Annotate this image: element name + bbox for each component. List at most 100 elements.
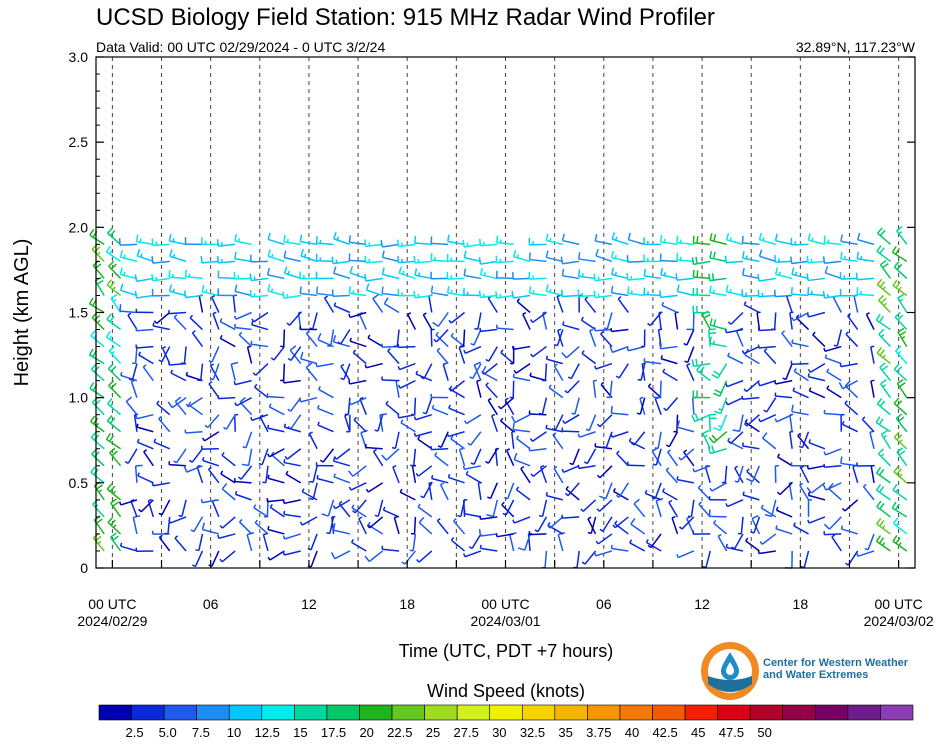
wind-barb-flag — [893, 261, 900, 268]
wind-barb-shaft — [251, 324, 269, 331]
wind-barb-shaft — [372, 298, 384, 313]
wind-barb-shaft — [676, 414, 679, 432]
wind-barb-flag — [708, 273, 711, 281]
y-tick-label: 2.5 — [69, 134, 89, 150]
x-tick-label: 00 UTC — [481, 596, 529, 612]
wind-barb-flag — [877, 448, 884, 455]
wind-barb — [299, 271, 318, 280]
wind-barb-half-flag — [112, 524, 117, 529]
wind-barb-shaft — [414, 242, 432, 246]
wind-barb — [708, 273, 727, 282]
wind-barb-shaft — [477, 312, 482, 330]
wind-barb-flag — [840, 456, 843, 464]
wind-barb — [143, 449, 154, 467]
wind-barb-half-flag — [415, 370, 419, 375]
wind-barb-shaft — [269, 506, 285, 518]
wind-barb — [266, 498, 285, 503]
wind-barb-shaft — [211, 550, 220, 567]
wind-barb-shaft — [867, 533, 875, 551]
wind-barb-half-flag — [468, 546, 473, 550]
wind-barb-shaft — [398, 243, 416, 248]
wind-barb — [349, 337, 367, 348]
wind-barb-flag — [702, 429, 710, 435]
wind-barb-half-flag — [470, 342, 475, 346]
wind-barb-shaft — [134, 465, 138, 483]
wind-barb-shaft — [120, 545, 138, 552]
wind-barb-flag — [349, 266, 354, 274]
wind-barb-shaft — [369, 516, 384, 529]
wind-barb-shaft — [327, 499, 335, 517]
wind-barb-shaft — [759, 255, 776, 263]
wind-barb — [381, 376, 400, 382]
wind-barb-shaft — [333, 476, 351, 484]
wind-barb-shaft — [329, 329, 335, 347]
wind-barb-flag — [413, 255, 416, 263]
wind-barb — [713, 397, 728, 415]
wind-barb-half-flag — [366, 524, 371, 529]
wind-barb-flag — [897, 293, 905, 299]
wind-barb — [592, 379, 597, 398]
wind-barb-flag — [758, 249, 763, 257]
wind-barb-flag — [267, 267, 270, 276]
wind-barb — [142, 364, 154, 382]
wind-barb — [777, 453, 793, 467]
wind-barb — [242, 431, 253, 449]
wind-barb — [757, 344, 776, 349]
wind-barb-shaft — [562, 260, 580, 265]
wind-barb — [781, 330, 793, 348]
wind-barb — [756, 311, 761, 330]
wind-barb — [418, 516, 433, 535]
wind-barb — [409, 533, 417, 552]
wind-barb-shaft — [733, 533, 744, 550]
wind-barb — [413, 255, 432, 264]
wind-barb-shaft — [697, 487, 711, 501]
wind-barb — [479, 515, 498, 521]
wind-barb-flag — [699, 366, 705, 373]
wind-barb-shaft — [708, 414, 711, 432]
wind-barb — [463, 414, 482, 425]
wind-barb-flag — [330, 552, 336, 560]
wind-barb — [430, 285, 449, 297]
wind-barb-shaft — [831, 536, 842, 552]
wind-barb-shaft — [316, 260, 334, 263]
wind-barb — [319, 448, 335, 463]
wind-barb-flag — [110, 519, 117, 526]
wind-barb-half-flag — [577, 433, 581, 438]
wind-barb-shaft — [740, 516, 744, 534]
wind-barb-half-flag — [350, 538, 355, 543]
wind-barb-flag — [89, 382, 95, 389]
wind-barb-shaft — [876, 489, 891, 501]
wind-barb-shaft — [599, 414, 613, 428]
wind-barb-flag — [676, 235, 679, 243]
wind-barb-half-flag — [118, 501, 122, 506]
wind-barb-half-flag — [792, 522, 797, 527]
wind-barb — [701, 310, 711, 330]
colorbar-swatch — [326, 704, 360, 721]
wind-barb — [662, 488, 678, 501]
wind-barb-half-flag — [652, 463, 657, 466]
wind-barb-half-flag — [282, 535, 286, 540]
wind-barb-flag — [109, 447, 116, 454]
wind-barb — [500, 349, 515, 365]
wind-barb-shaft — [775, 273, 793, 280]
wind-barb-flag — [119, 267, 123, 275]
wind-barb — [223, 414, 236, 430]
wind-barb-flag — [110, 263, 117, 270]
wind-barb-half-flag — [808, 439, 812, 443]
wind-barb-flag — [891, 501, 897, 509]
wind-barb — [479, 544, 498, 552]
wind-barb-flag — [578, 252, 581, 260]
wind-barb — [430, 271, 449, 280]
wind-barb-half-flag — [258, 462, 263, 466]
wind-barb-half-flag — [253, 504, 257, 509]
wind-barb-shaft — [786, 296, 793, 313]
wind-barb-shaft — [372, 451, 384, 467]
wind-barb-shaft — [824, 533, 842, 536]
wind-barb-half-flag — [794, 271, 798, 276]
wind-barb-shaft — [398, 260, 416, 264]
wind-barb — [757, 379, 776, 387]
wind-barb — [397, 362, 416, 371]
wind-barb-half-flag — [420, 376, 425, 380]
wind-barb-shaft — [267, 499, 285, 503]
wind-barb-shaft — [808, 494, 826, 501]
